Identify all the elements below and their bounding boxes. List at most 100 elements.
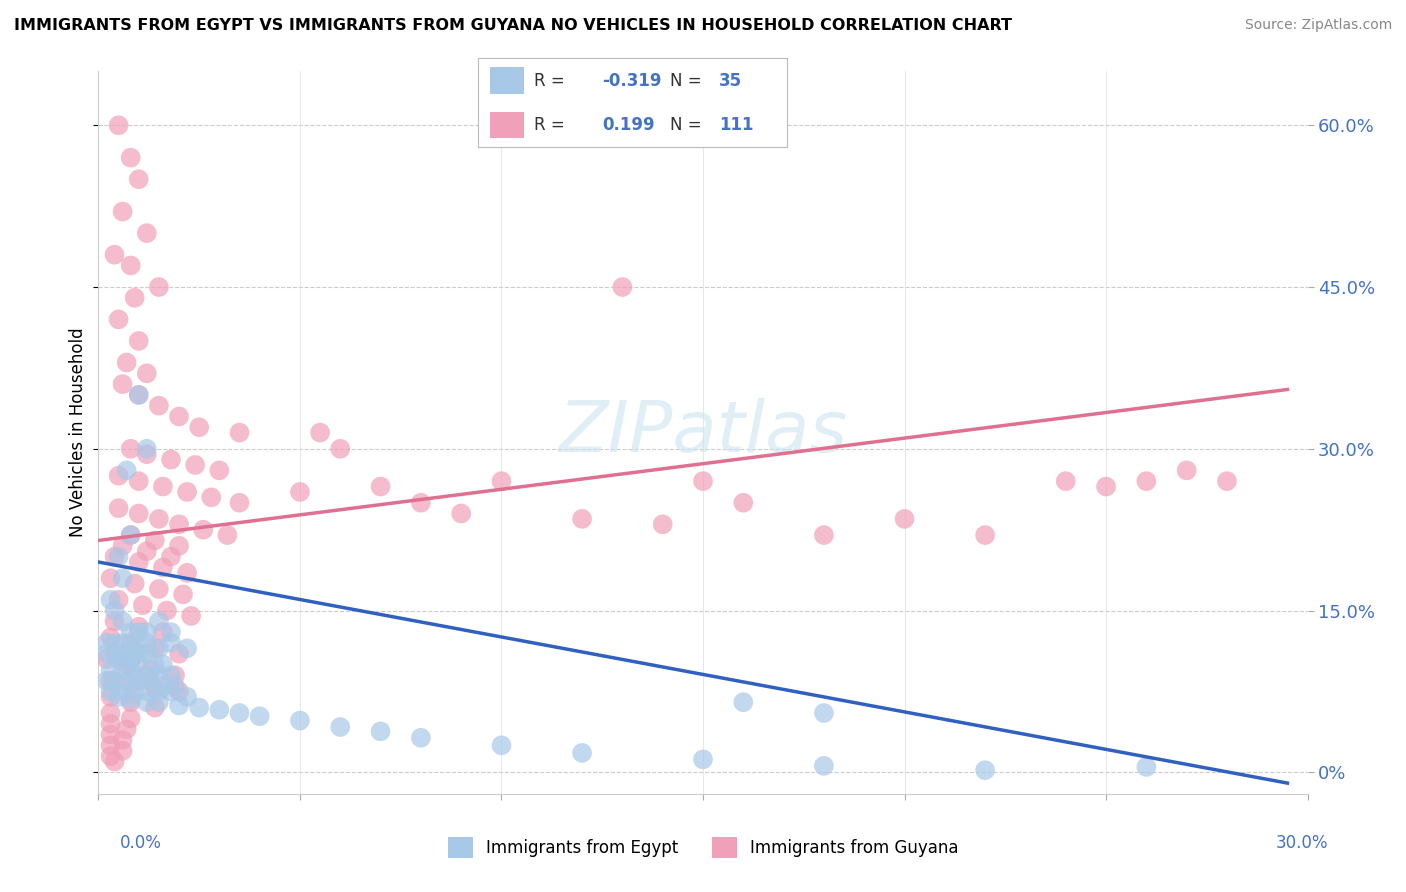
Point xyxy=(103,248,125,262)
Point xyxy=(184,458,207,472)
Point xyxy=(103,673,125,688)
Point xyxy=(813,706,835,720)
Point xyxy=(160,452,183,467)
Point xyxy=(100,663,122,677)
Point xyxy=(160,549,183,564)
Point xyxy=(160,668,183,682)
Point xyxy=(100,749,122,764)
Point xyxy=(148,280,170,294)
Point xyxy=(115,722,138,736)
Point xyxy=(100,571,122,585)
Point xyxy=(100,706,122,720)
Point xyxy=(128,657,150,672)
Point xyxy=(172,587,194,601)
Point xyxy=(491,739,513,753)
Point xyxy=(111,377,134,392)
Text: IMMIGRANTS FROM EGYPT VS IMMIGRANTS FROM GUYANA NO VEHICLES IN HOUSEHOLD CORRELA: IMMIGRANTS FROM EGYPT VS IMMIGRANTS FROM… xyxy=(14,18,1012,33)
Point xyxy=(176,690,198,704)
Point xyxy=(107,468,129,483)
Text: -0.319: -0.319 xyxy=(602,72,661,90)
Point xyxy=(120,442,142,456)
Point xyxy=(100,690,122,704)
Point xyxy=(100,716,122,731)
Point xyxy=(160,684,183,698)
Point xyxy=(370,479,392,493)
Point xyxy=(111,663,134,677)
Text: 30.0%: 30.0% xyxy=(1277,834,1329,852)
Text: R =: R = xyxy=(534,116,564,134)
Point xyxy=(188,700,211,714)
Point xyxy=(120,259,142,273)
Point xyxy=(107,118,129,132)
Point xyxy=(160,636,183,650)
Point xyxy=(111,684,134,698)
Point xyxy=(329,720,352,734)
Point xyxy=(103,636,125,650)
Text: 35: 35 xyxy=(720,72,742,90)
Text: 0.199: 0.199 xyxy=(602,116,654,134)
Point xyxy=(612,280,634,294)
Point xyxy=(217,528,239,542)
Point xyxy=(124,291,146,305)
Point xyxy=(193,523,215,537)
Point xyxy=(103,755,125,769)
Point xyxy=(135,226,157,240)
Point xyxy=(200,491,222,505)
Point xyxy=(309,425,332,440)
Point xyxy=(111,539,134,553)
Point xyxy=(120,652,142,666)
Point xyxy=(156,603,179,617)
Point xyxy=(370,724,392,739)
Point xyxy=(120,625,142,640)
Point xyxy=(152,625,174,640)
Point xyxy=(96,652,118,666)
Point xyxy=(176,484,198,499)
Point xyxy=(288,484,311,499)
Text: 0.0%: 0.0% xyxy=(120,834,162,852)
Point xyxy=(152,657,174,672)
Point xyxy=(124,576,146,591)
Y-axis label: No Vehicles in Household: No Vehicles in Household xyxy=(69,327,87,538)
Point xyxy=(120,711,142,725)
Point xyxy=(139,663,162,677)
Point xyxy=(128,474,150,488)
Point xyxy=(1216,474,1239,488)
Point xyxy=(148,512,170,526)
Point xyxy=(111,204,134,219)
Point xyxy=(111,744,134,758)
Point xyxy=(974,528,997,542)
Text: ZIPatlas: ZIPatlas xyxy=(558,398,848,467)
Point xyxy=(148,582,170,596)
Point xyxy=(111,615,134,629)
Point xyxy=(103,549,125,564)
Point xyxy=(103,603,125,617)
Point xyxy=(733,695,755,709)
Point xyxy=(135,668,157,682)
Point xyxy=(163,679,186,693)
Point xyxy=(409,731,432,745)
Point xyxy=(100,631,122,645)
Point xyxy=(1135,760,1157,774)
Point xyxy=(128,334,150,348)
Point xyxy=(96,673,118,688)
FancyBboxPatch shape xyxy=(491,67,524,94)
Point xyxy=(107,501,129,516)
Point xyxy=(135,367,157,381)
Point xyxy=(128,555,150,569)
Point xyxy=(1095,479,1118,493)
Point xyxy=(651,517,673,532)
Point xyxy=(120,677,142,691)
Point xyxy=(974,763,997,777)
Point xyxy=(107,690,129,704)
Point xyxy=(249,709,271,723)
Point xyxy=(135,647,157,661)
Point xyxy=(135,684,157,698)
Text: R =: R = xyxy=(534,72,564,90)
Point xyxy=(176,641,198,656)
Point xyxy=(128,625,150,640)
Point xyxy=(128,172,150,186)
Point xyxy=(135,447,157,461)
Point xyxy=(115,657,138,672)
Point xyxy=(124,684,146,698)
Point xyxy=(100,684,122,698)
